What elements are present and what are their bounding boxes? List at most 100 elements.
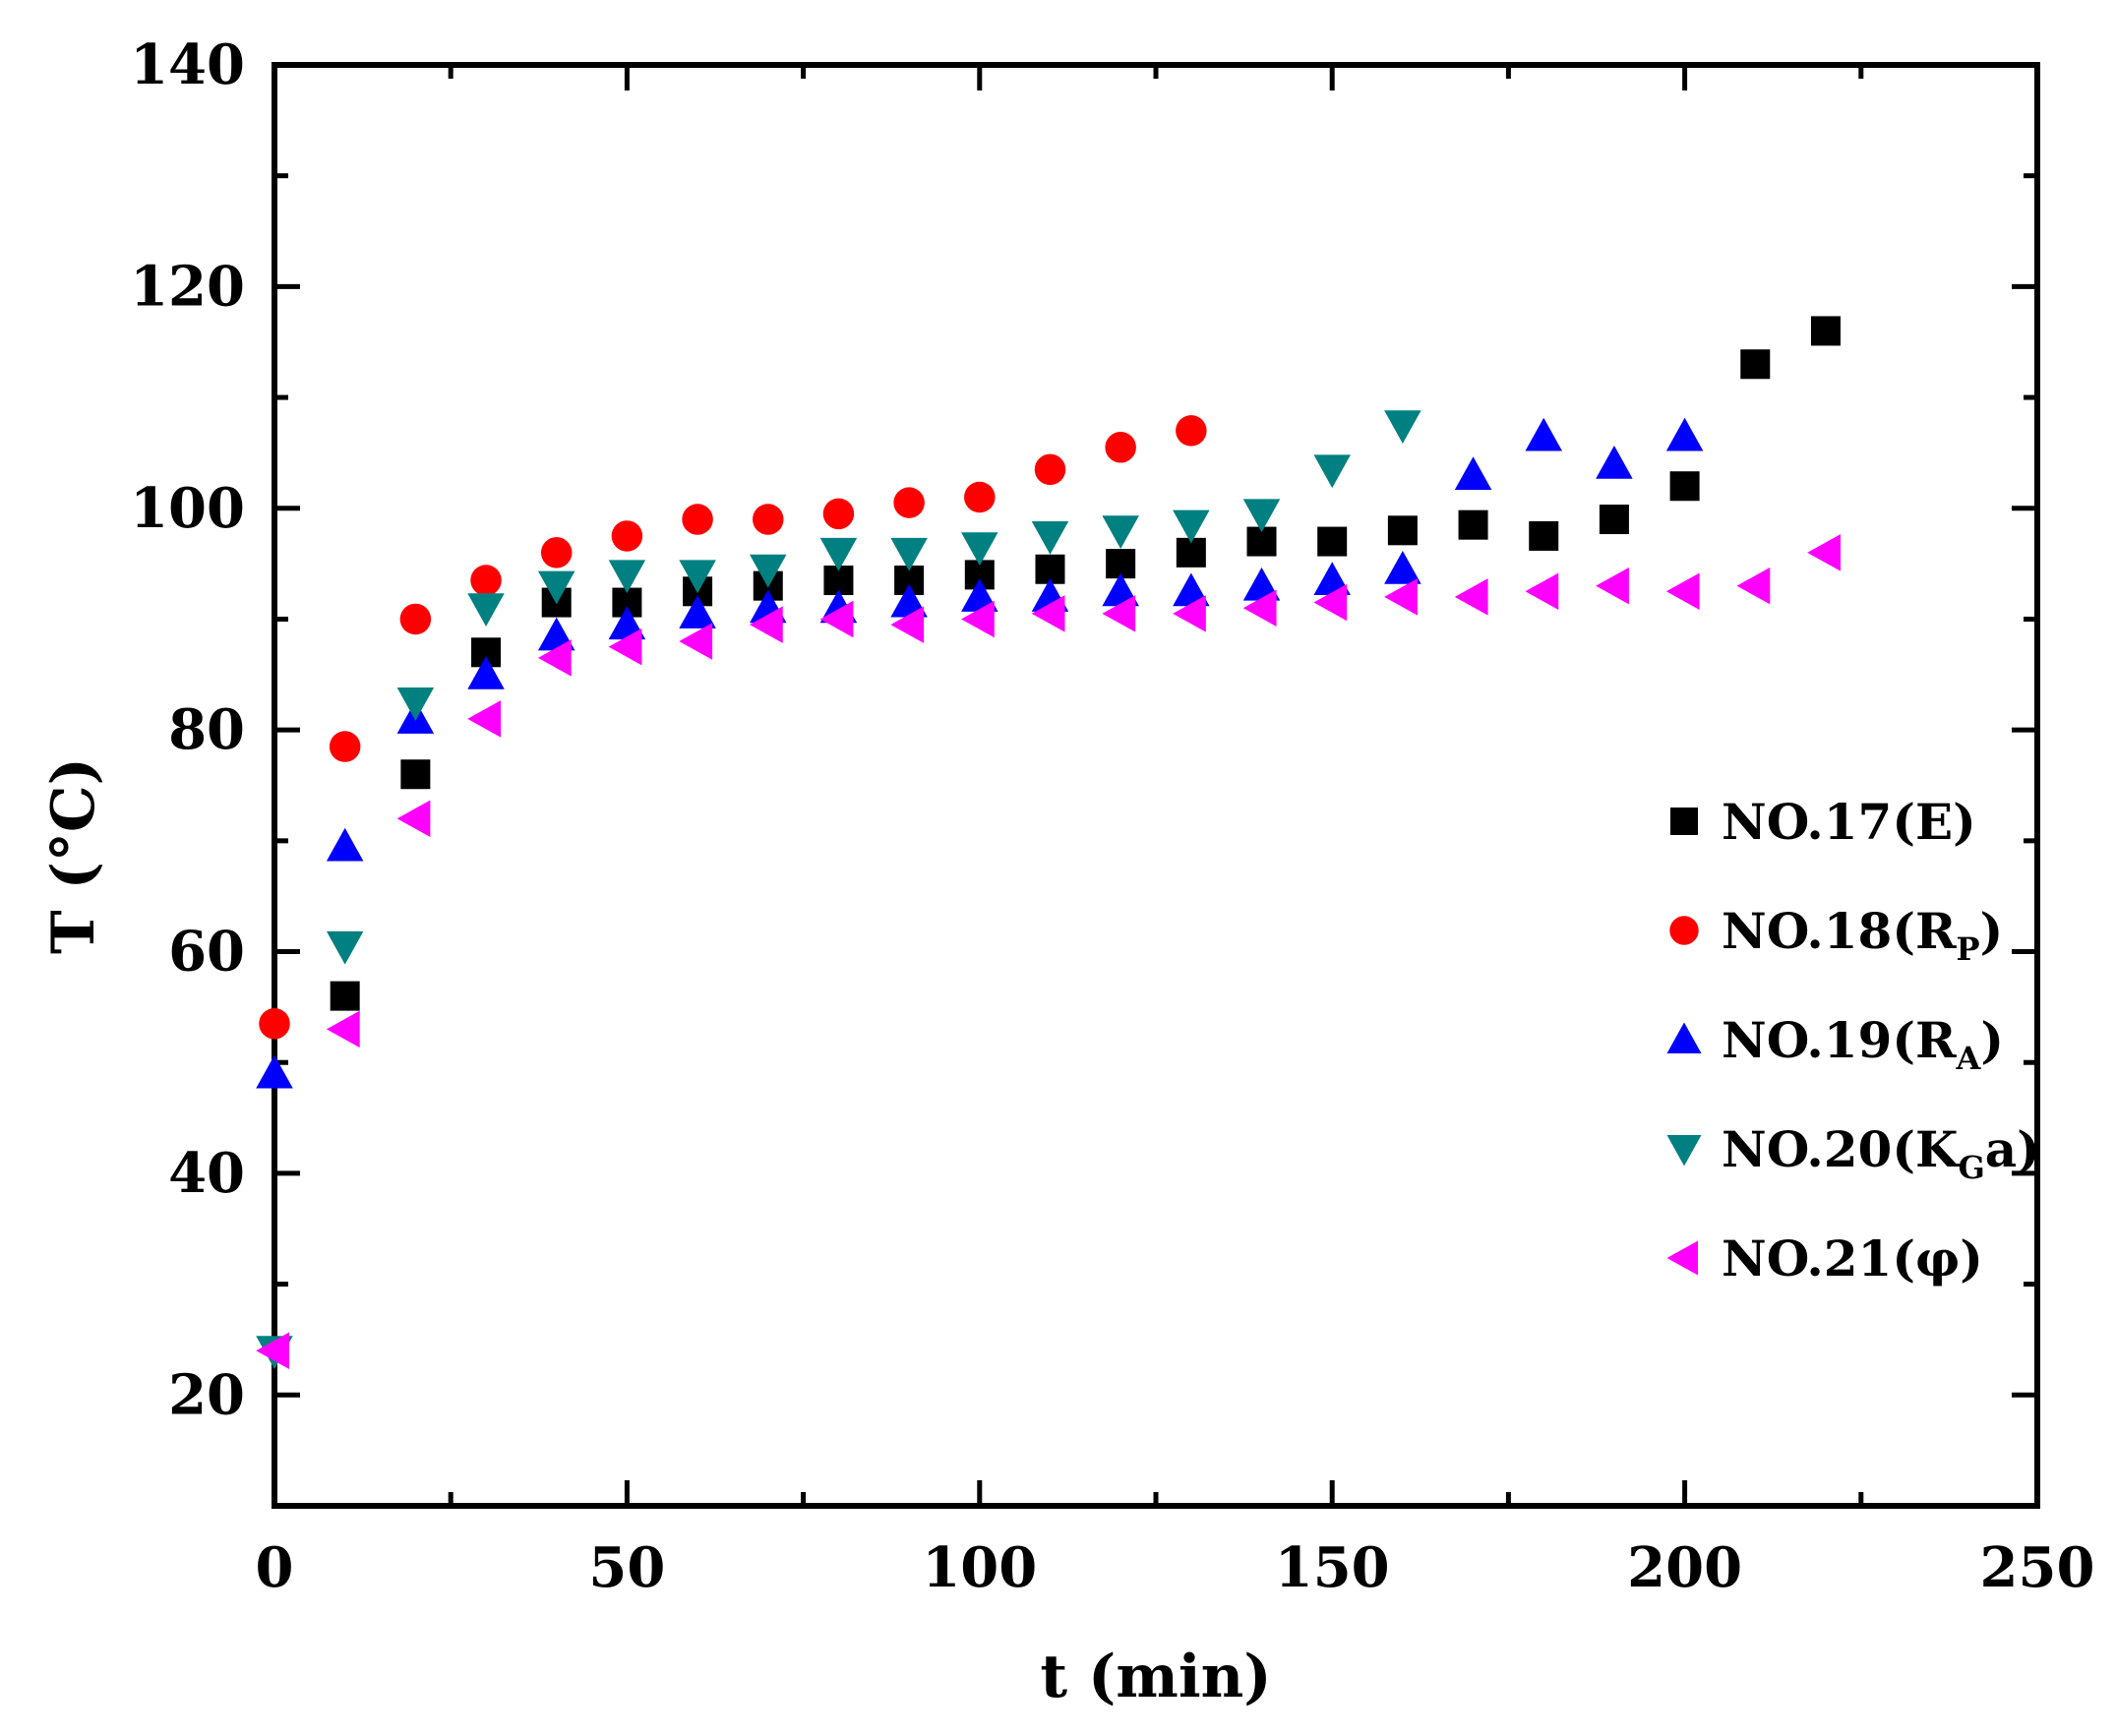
legend-label: NO.19(RA)	[1722, 1011, 2004, 1077]
legend-marker	[1669, 916, 1699, 945]
data-point	[467, 700, 502, 738]
data-point	[1317, 526, 1348, 557]
y-axis-title: T (°C)	[39, 757, 108, 954]
data-point	[1384, 578, 1418, 616]
y-tick-label: 80	[168, 697, 245, 762]
data-point	[1454, 456, 1492, 490]
data-point	[679, 595, 716, 629]
x-tick-label: 250	[1980, 1535, 2095, 1600]
data-point	[1313, 562, 1351, 596]
x-tick-label: 200	[1627, 1535, 1742, 1600]
data-point	[819, 537, 858, 571]
data-point	[1173, 572, 1210, 607]
data-point	[1173, 595, 1206, 632]
x-axis-tick-labels: 0 50 100 150 200 250	[256, 1535, 2095, 1600]
x-tick-label: 0	[256, 1535, 294, 1600]
legend-label: NO.20(KGa)	[1722, 1120, 2040, 1186]
data-point	[467, 656, 505, 689]
data-point	[1242, 499, 1281, 533]
data-point	[1665, 417, 1704, 451]
data-point	[1596, 567, 1629, 605]
data-point	[399, 603, 432, 635]
x-tick-label: 150	[1275, 1535, 1390, 1600]
data-point	[608, 606, 646, 640]
data-point	[259, 1008, 290, 1040]
data-point	[1102, 572, 1139, 607]
plot-frame	[272, 62, 2040, 1509]
data-point	[1596, 445, 1633, 479]
legend-marker	[1666, 1135, 1702, 1167]
data-point	[1031, 595, 1065, 632]
data-point	[819, 600, 854, 638]
data-point	[750, 554, 787, 588]
data-point	[400, 759, 431, 790]
data-point	[822, 498, 855, 530]
data-point	[396, 800, 431, 838]
x-tick-label: 100	[922, 1535, 1037, 1600]
data-point	[1031, 520, 1069, 555]
legend-label: NO.17(E)	[1722, 793, 1976, 851]
legend-label: NO.21(φ)	[1722, 1229, 1983, 1287]
data-point	[1313, 583, 1348, 622]
y-axis-tick-labels: 20 40 60 80 100 120 140	[130, 32, 245, 1427]
data-point	[1665, 572, 1700, 611]
data-point	[329, 731, 361, 762]
data-point	[396, 687, 435, 721]
data-point	[470, 565, 502, 596]
data-point	[890, 606, 925, 643]
data-point	[256, 1332, 289, 1369]
data-point	[1242, 567, 1281, 601]
data-point	[256, 1054, 293, 1089]
data-point	[1387, 515, 1418, 546]
data-point	[537, 570, 575, 605]
data-point	[326, 1010, 360, 1048]
data-point	[890, 537, 928, 571]
y-tick-label: 140	[130, 32, 245, 97]
data-point	[611, 520, 643, 552]
data-point	[1740, 349, 1771, 380]
data-point	[1599, 505, 1629, 535]
data-point	[326, 930, 364, 965]
data-point	[753, 504, 784, 535]
series-5	[256, 534, 1841, 1369]
data-point	[1525, 572, 1559, 611]
data-point	[750, 606, 783, 643]
data-point	[964, 481, 996, 513]
data-point	[537, 639, 572, 677]
y-tick-label: 100	[130, 476, 245, 541]
legend-marker	[1670, 808, 1698, 835]
data-point	[679, 623, 713, 660]
data-point	[1105, 432, 1136, 463]
y-tick-label: 20	[168, 1362, 245, 1427]
x-tick-label: 50	[588, 1535, 665, 1600]
data-point	[1102, 595, 1136, 632]
data-point	[1525, 417, 1562, 451]
data-point	[682, 504, 713, 535]
data-point	[890, 583, 928, 618]
data-point	[1454, 578, 1488, 616]
series-2	[259, 415, 1207, 1040]
data-point	[1242, 589, 1277, 627]
data-point	[679, 560, 716, 594]
legend-marker	[1666, 1240, 1698, 1276]
series-4	[256, 410, 1421, 1369]
y-tick-label: 120	[130, 254, 245, 319]
data-point	[1810, 316, 1841, 346]
data-point	[1736, 567, 1771, 605]
data-point	[330, 981, 360, 1011]
data-point	[1807, 534, 1841, 571]
data-markers	[256, 316, 1841, 1369]
data-point	[1102, 515, 1139, 550]
data-point	[1458, 509, 1488, 540]
legend-marker	[1666, 1022, 1702, 1053]
data-point	[540, 537, 573, 569]
data-point	[961, 600, 995, 638]
data-point	[608, 628, 642, 666]
legend: NO.17(E) NO.18(RP) NO.19(RA) NO.20(KGa) NO.2…	[1666, 793, 2040, 1287]
data-point	[1034, 453, 1066, 486]
data-point	[1384, 410, 1421, 444]
data-point	[961, 532, 998, 566]
x-axis-title: t (min)	[1040, 1643, 1271, 1711]
data-point	[1313, 454, 1351, 489]
